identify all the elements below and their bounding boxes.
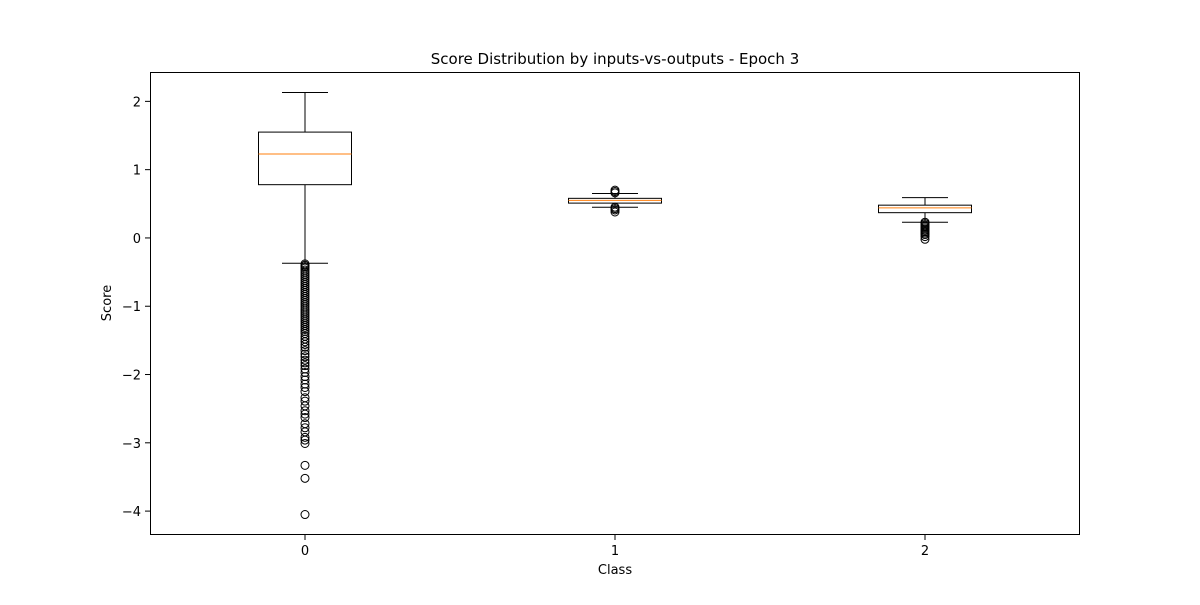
outlier-point: [300, 460, 310, 470]
iqr-box: [878, 204, 972, 214]
outlier-point: [300, 358, 310, 368]
outlier-point: [610, 185, 620, 195]
outlier-point: [300, 473, 310, 483]
outlier-point: [300, 401, 310, 411]
y-tick-label: 0: [133, 232, 141, 247]
outlier-point: [300, 438, 310, 448]
x-tick-label: 2: [921, 544, 929, 559]
axes-layer: 2 1 0 −1 −2 −3 −4 0 1 2: [122, 95, 929, 559]
box-group-class-2: [878, 197, 972, 244]
outlier-point: [300, 413, 310, 423]
x-axis-label: Class: [598, 563, 632, 578]
iqr-box: [258, 131, 352, 186]
x-tick-label: 1: [611, 544, 619, 559]
outlier-point: [300, 409, 310, 419]
outlier-point: [300, 352, 310, 362]
outlier-point: [300, 349, 310, 359]
outlier-point: [300, 382, 310, 392]
y-tick-label: 1: [133, 164, 141, 179]
chart-title: Score Distribution by inputs-vs-outputs …: [431, 50, 800, 68]
x-tick-label: 0: [301, 544, 309, 559]
outlier-point: [300, 435, 310, 445]
outlier-point: [300, 342, 310, 352]
outlier-point: [300, 337, 310, 347]
outlier-point: [920, 232, 930, 242]
y-axis-label: Score: [100, 285, 115, 321]
outlier-point: [300, 355, 310, 365]
outlier-point: [300, 423, 310, 433]
outlier-point: [610, 202, 620, 212]
outlier-point: [300, 361, 310, 371]
outlier-point: [300, 346, 310, 356]
outlier-point: [300, 510, 310, 520]
y-tick-label: −1: [122, 300, 141, 315]
outlier-point: [300, 432, 310, 442]
boxes-layer: [258, 91, 972, 520]
y-tick-label: −3: [122, 437, 141, 452]
y-tick-label: 2: [133, 95, 141, 110]
outlier-point: [300, 339, 310, 349]
outlier-point: [300, 406, 310, 416]
box-group-class-1: [568, 185, 662, 217]
y-tick-label: −4: [122, 505, 141, 520]
outlier-point: [920, 234, 930, 244]
box-group-class-0: [258, 91, 352, 520]
outlier-point: [300, 387, 310, 397]
y-tick-label: −2: [122, 369, 141, 384]
outlier-point: [300, 396, 310, 406]
plot-area-frame: [150, 72, 1080, 535]
